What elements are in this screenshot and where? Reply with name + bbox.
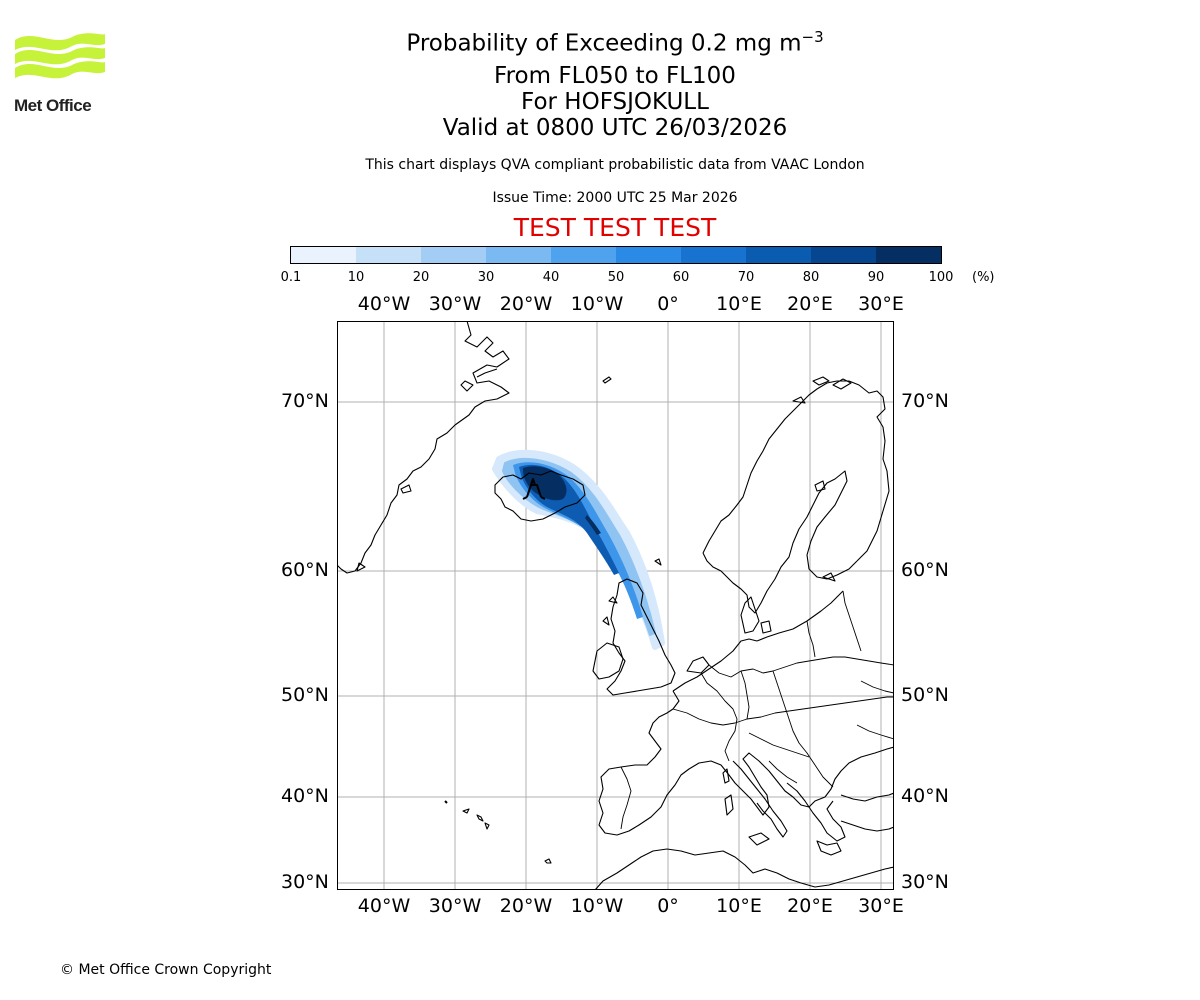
lon-label: 30°E (858, 293, 904, 315)
colorbar-segment (421, 247, 486, 263)
colorbar-segment (681, 247, 746, 263)
logo-waves-icon (15, 33, 105, 79)
coastlines (337, 321, 894, 890)
lon-label: 30°E (858, 895, 904, 917)
lon-label: 40°W (357, 293, 411, 315)
lon-label: 10°W (570, 895, 624, 917)
colorbar-tick: 70 (737, 270, 755, 285)
colorbar-segment (616, 247, 681, 263)
colorbar-tick: 60 (672, 270, 690, 285)
lon-label: 0° (657, 293, 679, 315)
graticule (337, 321, 894, 890)
lon-label: 10°W (570, 293, 624, 315)
colorbar-tick: 100 (928, 270, 954, 285)
met-office-logo: Met Office (14, 30, 110, 115)
lon-label: 0° (657, 895, 679, 917)
lon-label: 10°E (716, 895, 762, 917)
lat-label-right: 60°N (901, 559, 949, 581)
validity-time: Valid at 0800 UTC 26/03/2026 (442, 115, 788, 141)
colorbar (290, 246, 942, 264)
colorbar-segment (356, 247, 421, 263)
colorbar-segment (291, 247, 356, 263)
lat-label-left: 50°N (281, 684, 329, 706)
flight-levels: From FL050 to FL100 (494, 63, 736, 89)
lat-label-left: 30°N (281, 871, 329, 893)
lon-label: 20°W (499, 293, 553, 315)
lon-label: 20°E (787, 293, 833, 315)
lon-label: 20°E (787, 895, 833, 917)
logo-text: Met Office (14, 96, 92, 115)
lat-label-right: 40°N (901, 785, 949, 807)
lon-label: 20°W (499, 895, 553, 917)
lat-label-right: 70°N (901, 390, 949, 412)
colorbar-segment (746, 247, 811, 263)
colorbar-segment (876, 247, 941, 263)
lon-label: 10°E (716, 293, 762, 315)
colorbar-tick: 0.1 (280, 270, 302, 285)
title-exponent: −3 (801, 28, 824, 46)
lat-label-left: 70°N (281, 390, 329, 412)
chart-title: Probability of Exceeding 0.2 mg m−3 (0, 28, 1200, 57)
colorbar-unit: (%) (972, 270, 995, 285)
lon-label: 30°W (428, 293, 482, 315)
lat-label-right: 50°N (901, 684, 949, 706)
lat-label-left: 40°N (281, 785, 329, 807)
copyright: © Met Office Crown Copyright (60, 962, 272, 978)
issue-time: Issue Time: 2000 UTC 25 Mar 2026 (492, 190, 738, 206)
title-prefix: Probability of Exceeding 0.2 mg m (406, 30, 802, 57)
lon-label: 30°W (428, 895, 482, 917)
colorbar-segment (811, 247, 876, 263)
ash-plume (492, 449, 665, 650)
volcano-name: For HOFSJOKULL (521, 89, 709, 115)
colorbar-tick: 50 (607, 270, 625, 285)
map (337, 321, 894, 890)
colorbar-tick: 90 (867, 270, 885, 285)
colorbar-segment (551, 247, 616, 263)
colorbar-tick: 40 (542, 270, 560, 285)
colorbar-frame (290, 246, 942, 264)
colorbar-segment (486, 247, 551, 263)
lon-label: 40°W (357, 895, 411, 917)
colorbar-tick: 30 (477, 270, 495, 285)
lat-label-right: 30°N (901, 871, 949, 893)
test-banner: TEST TEST TEST (513, 213, 717, 242)
lat-label-left: 60°N (281, 559, 329, 581)
colorbar-tick: 20 (412, 270, 430, 285)
info-text: This chart displays QVA compliant probab… (365, 157, 865, 173)
colorbar-tick: 80 (802, 270, 820, 285)
colorbar-tick: 10 (347, 270, 365, 285)
